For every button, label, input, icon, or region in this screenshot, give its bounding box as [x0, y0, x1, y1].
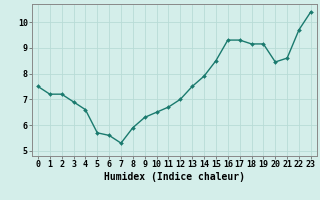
X-axis label: Humidex (Indice chaleur): Humidex (Indice chaleur): [104, 172, 245, 182]
